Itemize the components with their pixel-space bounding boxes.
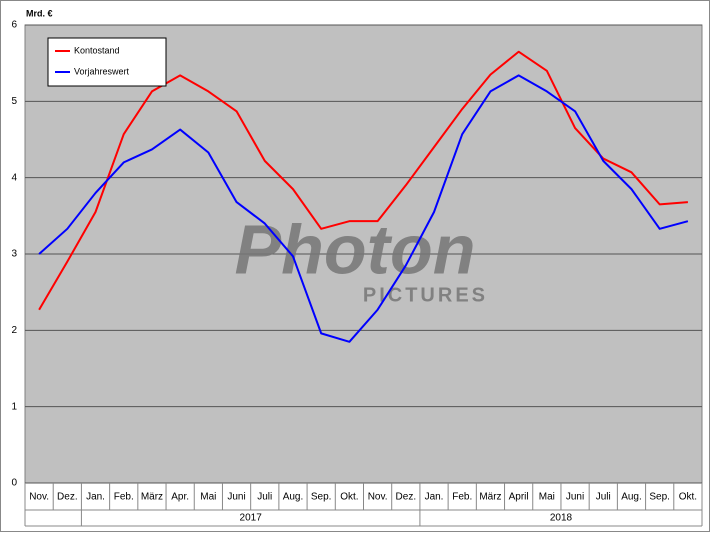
x-tick-label: Dez. bbox=[57, 492, 78, 503]
y-tick-label: 1 bbox=[11, 401, 17, 412]
x-tick-label: Okt. bbox=[679, 492, 697, 503]
y-tick-label: 5 bbox=[11, 96, 17, 107]
y-tick-label: 2 bbox=[11, 325, 17, 336]
x-tick-label: April bbox=[509, 492, 529, 503]
x-tick-label: Apr. bbox=[171, 492, 189, 503]
x-tick-label: Jan. bbox=[425, 492, 444, 503]
y-tick-label: 4 bbox=[11, 172, 17, 183]
x-tick-label: Feb. bbox=[114, 492, 134, 503]
x-tick-label: Juli bbox=[596, 492, 611, 503]
legend-label: Kontostand bbox=[74, 45, 120, 55]
year-label: 2017 bbox=[240, 513, 263, 524]
y-tick-label: 0 bbox=[11, 478, 17, 489]
watermark-title: Photon bbox=[234, 210, 475, 288]
y-tick-label: 6 bbox=[11, 20, 17, 31]
y-tick-label: 3 bbox=[11, 249, 17, 260]
x-tick-label: Feb. bbox=[452, 492, 472, 503]
x-tick-label: Mai bbox=[539, 492, 555, 503]
year-label: 2018 bbox=[550, 513, 573, 524]
x-tick-label: Aug. bbox=[621, 492, 642, 503]
x-tick-label: März bbox=[141, 492, 163, 503]
line-series bbox=[38, 74, 689, 343]
x-tick-label: Juni bbox=[227, 492, 245, 503]
x-tick-label: Juli bbox=[257, 492, 272, 503]
x-tick-label: Juni bbox=[566, 492, 584, 503]
legend-box bbox=[47, 37, 167, 87]
y-axis-label: Mrd. € bbox=[26, 8, 53, 18]
watermark-subtitle: PICTURES bbox=[363, 284, 488, 306]
x-tick-label: Aug. bbox=[283, 492, 304, 503]
x-tick-label: Nov. bbox=[29, 492, 49, 503]
x-tick-label: Mai bbox=[200, 492, 216, 503]
x-tick-label: Okt. bbox=[340, 492, 358, 503]
legend: Kontostand Vorjahreswert bbox=[47, 37, 167, 87]
x-tick-label: Sep. bbox=[649, 492, 670, 503]
line-series bbox=[38, 50, 688, 311]
x-tick-label: Nov. bbox=[368, 492, 388, 503]
x-tick-label: Jan. bbox=[86, 492, 105, 503]
x-tick-label: März bbox=[479, 492, 501, 503]
legend-label: Vorjahreswert bbox=[74, 66, 130, 76]
x-tick-label: Dez. bbox=[396, 492, 417, 503]
x-tick-label: Sep. bbox=[311, 492, 332, 503]
